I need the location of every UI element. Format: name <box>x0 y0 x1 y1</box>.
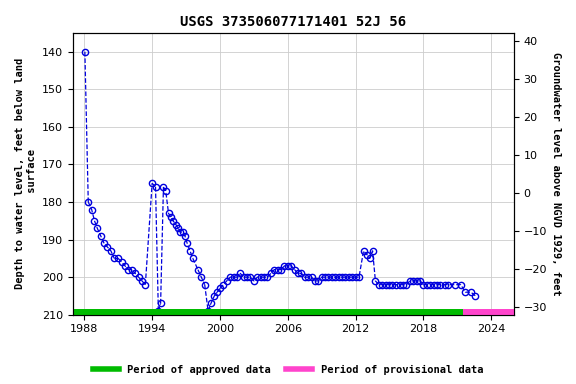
Legend: Period of approved data, Period of provisional data: Period of approved data, Period of provi… <box>89 361 487 379</box>
Title: USGS 373506077171401 52J 56: USGS 373506077171401 52J 56 <box>180 15 407 29</box>
Y-axis label: Depth to water level, feet below land
 surface: Depth to water level, feet below land su… <box>15 58 37 290</box>
Y-axis label: Groundwater level above NGVD 1929, feet: Groundwater level above NGVD 1929, feet <box>551 52 561 296</box>
